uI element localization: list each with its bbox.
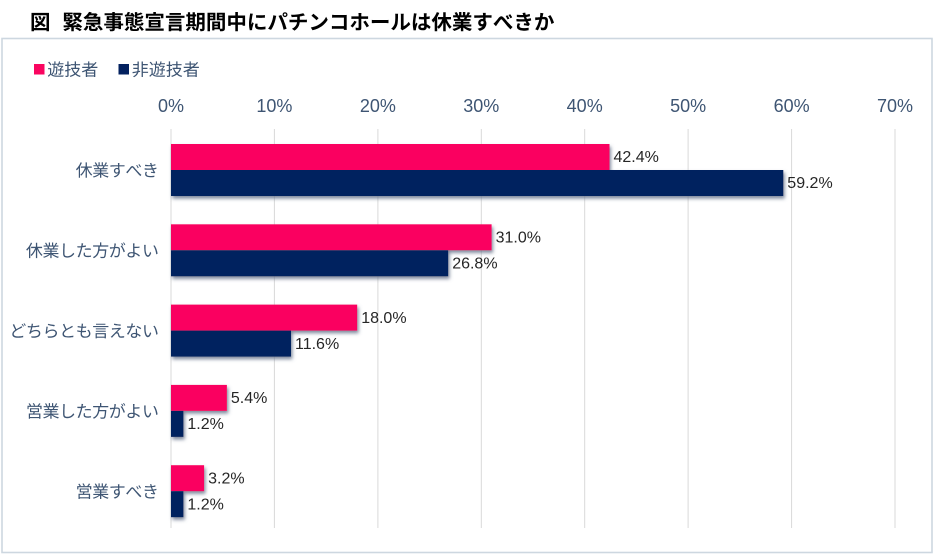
svg-text:26.8%: 26.8% <box>452 256 497 273</box>
svg-text:0%: 0% <box>158 96 184 116</box>
svg-text:1.2%: 1.2% <box>187 416 223 433</box>
svg-text:20%: 20% <box>360 96 396 116</box>
svg-text:18.0%: 18.0% <box>361 310 406 327</box>
svg-text:60%: 60% <box>774 96 810 116</box>
svg-text:70%: 70% <box>877 96 913 116</box>
svg-text:30%: 30% <box>463 96 499 116</box>
svg-text:11.6%: 11.6% <box>295 336 339 353</box>
svg-text:50%: 50% <box>670 96 706 116</box>
svg-text:3.2%: 3.2% <box>208 470 244 487</box>
svg-text:40%: 40% <box>567 96 603 116</box>
svg-text:59.2%: 59.2% <box>787 175 832 192</box>
svg-text:10%: 10% <box>256 96 292 116</box>
svg-text:31.0%: 31.0% <box>496 230 541 247</box>
svg-text:42.4%: 42.4% <box>614 149 659 166</box>
svg-text:5.4%: 5.4% <box>231 390 267 407</box>
svg-text:1.2%: 1.2% <box>187 496 223 513</box>
